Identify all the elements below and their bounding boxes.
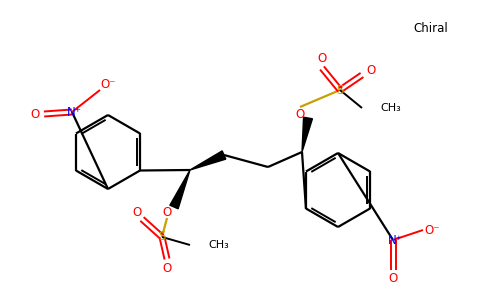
Text: N⁺: N⁺ [388,233,402,247]
Text: S: S [158,230,166,244]
Text: O: O [133,206,142,220]
Polygon shape [190,151,226,170]
Text: O: O [318,52,327,65]
Text: CH₃: CH₃ [208,240,229,250]
Text: O: O [162,262,172,275]
Text: N⁺: N⁺ [67,106,81,118]
Text: O: O [162,206,172,218]
Text: S: S [336,83,344,97]
Text: O: O [30,107,40,121]
Text: O⁻: O⁻ [100,79,116,92]
Text: O: O [295,107,304,121]
Text: Chiral: Chiral [413,22,448,34]
Polygon shape [170,170,190,209]
Polygon shape [302,117,313,152]
Text: O: O [366,64,376,76]
Text: O⁻: O⁻ [424,224,440,236]
Text: CH₃: CH₃ [380,103,401,113]
Text: O: O [388,272,398,286]
